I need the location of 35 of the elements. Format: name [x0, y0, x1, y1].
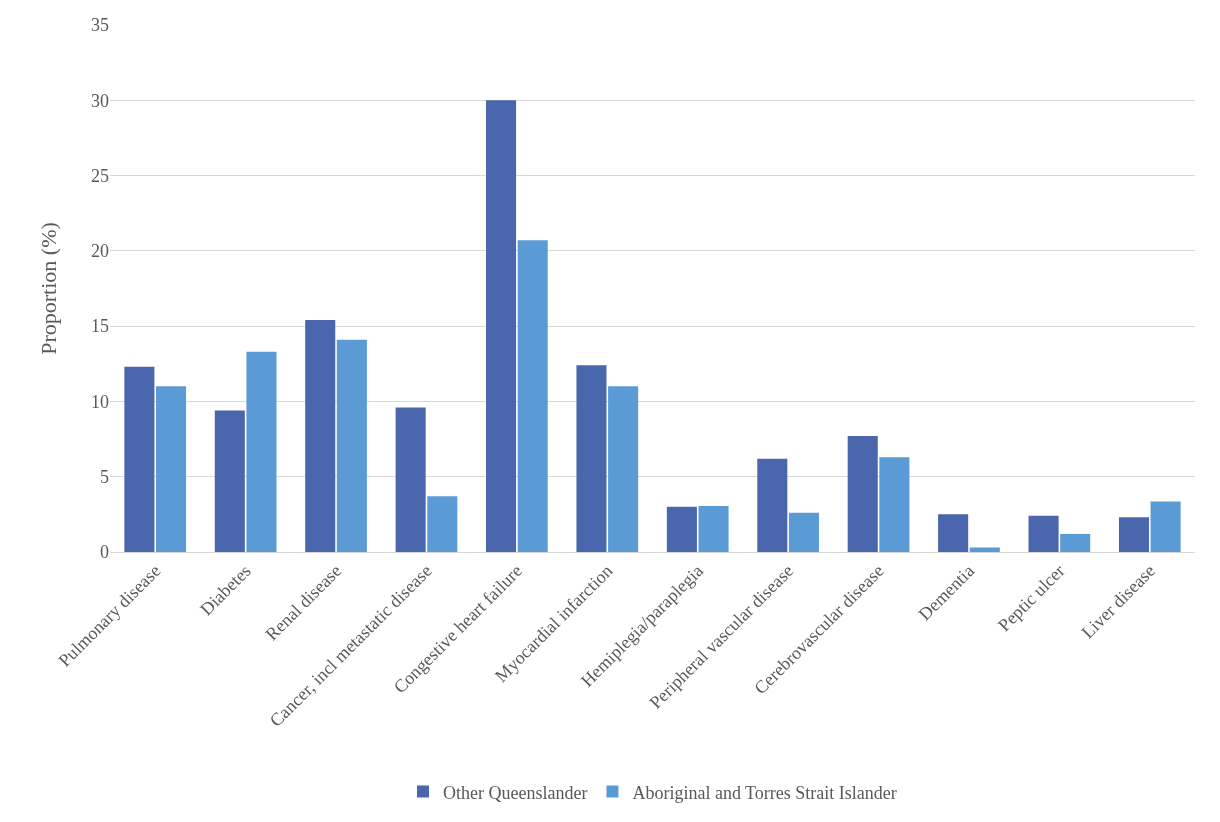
bar: [336, 339, 367, 552]
bar: [486, 100, 517, 552]
y-tick-label: 10: [91, 391, 109, 412]
y-tick-label: 35: [91, 15, 109, 36]
bar: [214, 410, 245, 552]
bar: [938, 514, 969, 552]
bar: [576, 365, 607, 552]
bar: [1028, 515, 1059, 552]
bar: [156, 386, 187, 552]
y-tick-label: 15: [91, 316, 109, 337]
y-tick-label: 25: [91, 165, 109, 186]
bar: [1150, 501, 1181, 552]
legend-label: Other Queenslander: [443, 782, 588, 803]
bar: [879, 457, 910, 552]
bar: [666, 506, 697, 552]
bar: [608, 386, 639, 552]
y-tick-label: 5: [100, 467, 109, 488]
bar: [246, 351, 277, 552]
bar: [517, 240, 548, 552]
bar: [757, 458, 788, 552]
bar: [847, 436, 878, 552]
bar: [1118, 517, 1149, 552]
y-tick-label: 20: [91, 241, 109, 262]
bar: [395, 407, 426, 552]
bar: [698, 506, 729, 552]
bar: [427, 496, 458, 552]
bar: [788, 512, 819, 552]
y-tick-label: 30: [91, 90, 109, 111]
bar: [969, 547, 1000, 552]
y-tick-label: 0: [100, 542, 109, 563]
legend-label: Aboriginal and Torres Strait Islander: [632, 782, 897, 803]
bar: [124, 366, 155, 552]
bar: [1060, 533, 1091, 552]
y-axis-title: Proportion (%): [36, 222, 61, 355]
bar: [305, 320, 336, 552]
